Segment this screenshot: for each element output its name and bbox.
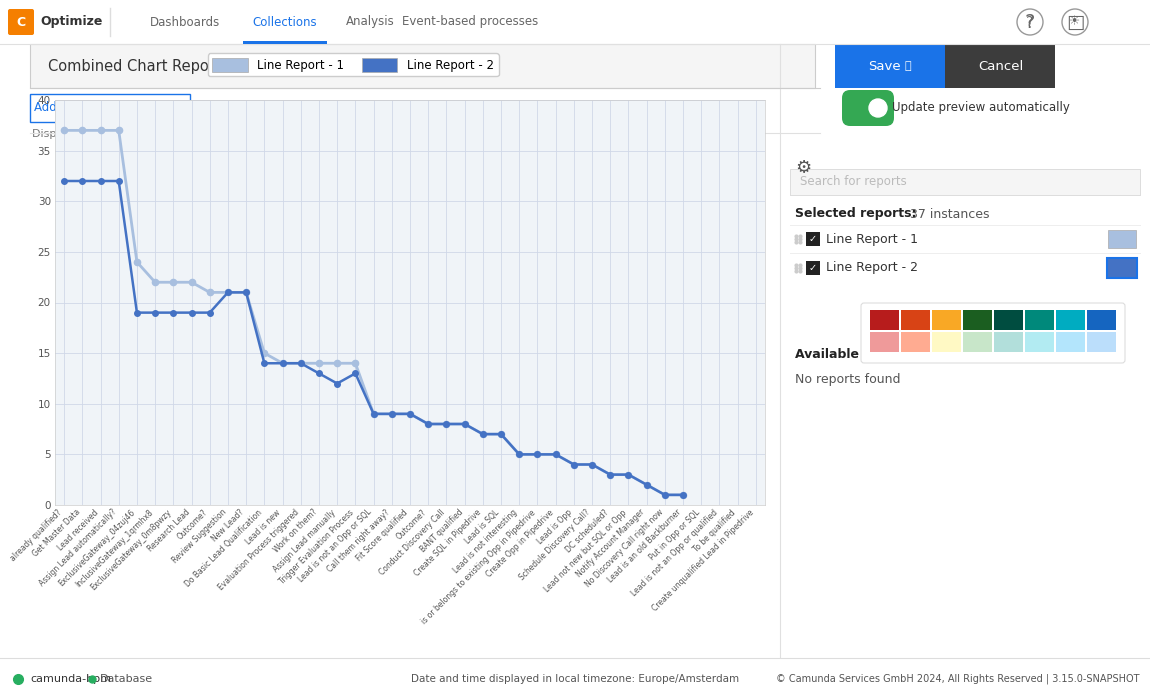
Bar (0, 658, 1150, 700)
Text: Combined Chart Report: Combined Chart Report (48, 59, 221, 74)
Text: Update preview automatically: Update preview automatically (892, 102, 1070, 115)
Bar (1025, 332, 1055, 352)
Legend: Line Report - 1, Line Report - 2: Line Report - 1, Line Report - 2 (208, 53, 499, 76)
Text: 37 instances: 37 instances (910, 207, 989, 220)
Text: © Camunda Services GmbH 2024, All Rights Reserved | 3.15.0-SNAPSHOT: © Camunda Services GmbH 2024, All Rights… (776, 673, 1140, 685)
Text: Date and time displayed in local timezone: Europe/Amsterdam: Date and time displayed in local timezon… (411, 674, 739, 684)
Bar (790, 169, 1140, 195)
Bar (900, 310, 930, 330)
Bar (1056, 310, 1084, 330)
Text: Available re: Available re (795, 349, 877, 361)
Bar (871, 332, 899, 352)
Bar (900, 332, 930, 352)
Bar (994, 332, 1024, 352)
Text: Event-based processes: Event-based processes (401, 15, 538, 29)
Bar (963, 310, 992, 330)
Text: Optimize: Optimize (40, 15, 102, 29)
Text: Search for reports: Search for reports (800, 176, 906, 188)
Bar (30, 44, 815, 88)
Bar (963, 332, 992, 352)
Text: Save: Save (868, 60, 900, 73)
Text: Cancel: Cancel (978, 60, 1024, 73)
Bar (1087, 310, 1116, 330)
Bar (1056, 332, 1084, 352)
Bar (806, 261, 820, 275)
Text: □: □ (1066, 13, 1084, 32)
Text: Collections: Collections (253, 15, 317, 29)
Text: +: + (144, 101, 155, 115)
Text: No reports found: No reports found (795, 374, 900, 386)
Text: Analysis: Analysis (346, 15, 394, 29)
Bar (0, 0, 1150, 44)
Text: Dashboards: Dashboards (150, 15, 220, 29)
Text: ☀: ☀ (1070, 15, 1081, 29)
Text: ✓: ✓ (808, 234, 816, 244)
Bar (30, 94, 190, 122)
Text: Line Report - 2: Line Report - 2 (826, 262, 918, 274)
Bar (1087, 332, 1116, 352)
Text: ?: ? (1025, 13, 1035, 32)
Bar (871, 310, 899, 330)
Circle shape (869, 99, 887, 117)
Text: Displaying data from 37 instances.: Displaying data from 37 instances. (32, 129, 227, 139)
FancyBboxPatch shape (842, 90, 894, 126)
Bar (994, 310, 1024, 330)
Text: ✓: ✓ (808, 263, 816, 273)
Bar (1107, 258, 1137, 278)
Text: camunda-bpm: camunda-bpm (30, 674, 112, 684)
Text: Database: Database (100, 674, 153, 684)
Bar (932, 310, 961, 330)
Text: ⚙: ⚙ (795, 159, 811, 177)
Text: Line Report - 1: Line Report - 1 (826, 232, 918, 246)
FancyBboxPatch shape (861, 303, 1125, 363)
Text: Selected reports:: Selected reports: (795, 207, 917, 220)
Bar (945, 44, 1055, 88)
Text: ?: ? (1027, 15, 1034, 29)
Text: C: C (16, 15, 25, 29)
Bar (1107, 230, 1136, 248)
Text: Add description: Add description (33, 102, 126, 115)
Bar (932, 332, 961, 352)
FancyBboxPatch shape (8, 9, 34, 35)
Bar (243, 41, 327, 44)
Text: ⬜: ⬜ (905, 61, 911, 71)
Bar (835, 44, 945, 88)
Bar (1025, 310, 1055, 330)
Bar (806, 232, 820, 246)
